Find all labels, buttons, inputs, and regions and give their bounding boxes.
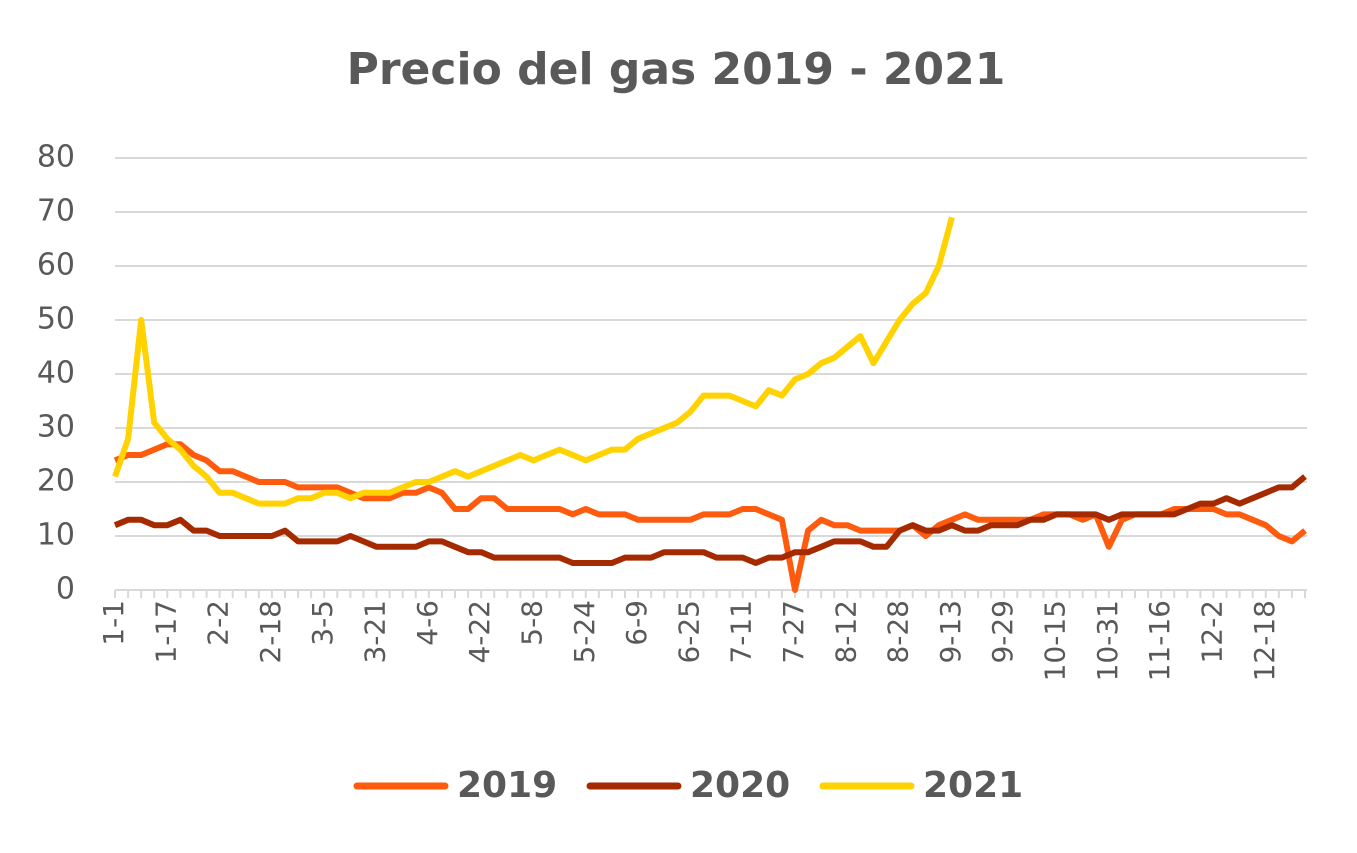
x-tick-label: 5-8	[515, 600, 548, 646]
x-tick-label: 2-18	[254, 600, 287, 664]
x-tick-label: 5-24	[568, 600, 601, 664]
series-line	[113, 474, 1307, 566]
x-tick-label: 4-22	[463, 600, 496, 664]
y-tick-label: 80	[37, 140, 75, 175]
x-tick-label: 8-28	[882, 600, 915, 664]
y-tick-label: 30	[37, 410, 75, 445]
x-tick-label: 2-2	[202, 600, 235, 646]
series-line	[113, 441, 1307, 593]
x-tick-label: 6-9	[620, 600, 653, 646]
x-tick-label: 1-1	[97, 600, 130, 646]
legend-label: 2019	[457, 765, 557, 806]
x-tick-label: 10-31	[1091, 600, 1124, 681]
legend-label: 2020	[690, 765, 790, 806]
y-tick-label: 60	[37, 248, 75, 283]
x-tick-label: 8-12	[829, 600, 862, 664]
x-tick-label: 11-16	[1143, 600, 1176, 681]
x-tick-label: 7-11	[725, 600, 758, 664]
y-tick-label: 50	[37, 302, 75, 337]
x-tick-label: 10-15	[1039, 600, 1072, 681]
x-tick-label: 1-17	[149, 600, 182, 664]
x-tick-label: 9-13	[934, 600, 967, 664]
x-tick-label: 12-18	[1248, 600, 1281, 681]
x-tick-label: 7-27	[777, 600, 810, 664]
x-tick-label: 4-6	[411, 600, 444, 646]
x-tick-label: 12-2	[1195, 600, 1228, 664]
y-tick-label: 0	[56, 572, 75, 607]
y-tick-label: 20	[37, 464, 75, 499]
y-tick-label: 40	[37, 356, 75, 391]
y-tick-label: 10	[37, 518, 75, 553]
series-line	[112, 216, 955, 507]
chart-title: Precio del gas 2019 - 2021	[347, 44, 1006, 95]
x-tick-label: 3-5	[306, 600, 339, 646]
x-tick-label: 3-21	[359, 600, 392, 664]
y-tick-label: 70	[37, 194, 75, 229]
legend-label: 2021	[923, 765, 1023, 806]
x-tick-label: 9-29	[986, 600, 1019, 664]
x-tick-label: 6-25	[672, 600, 705, 664]
